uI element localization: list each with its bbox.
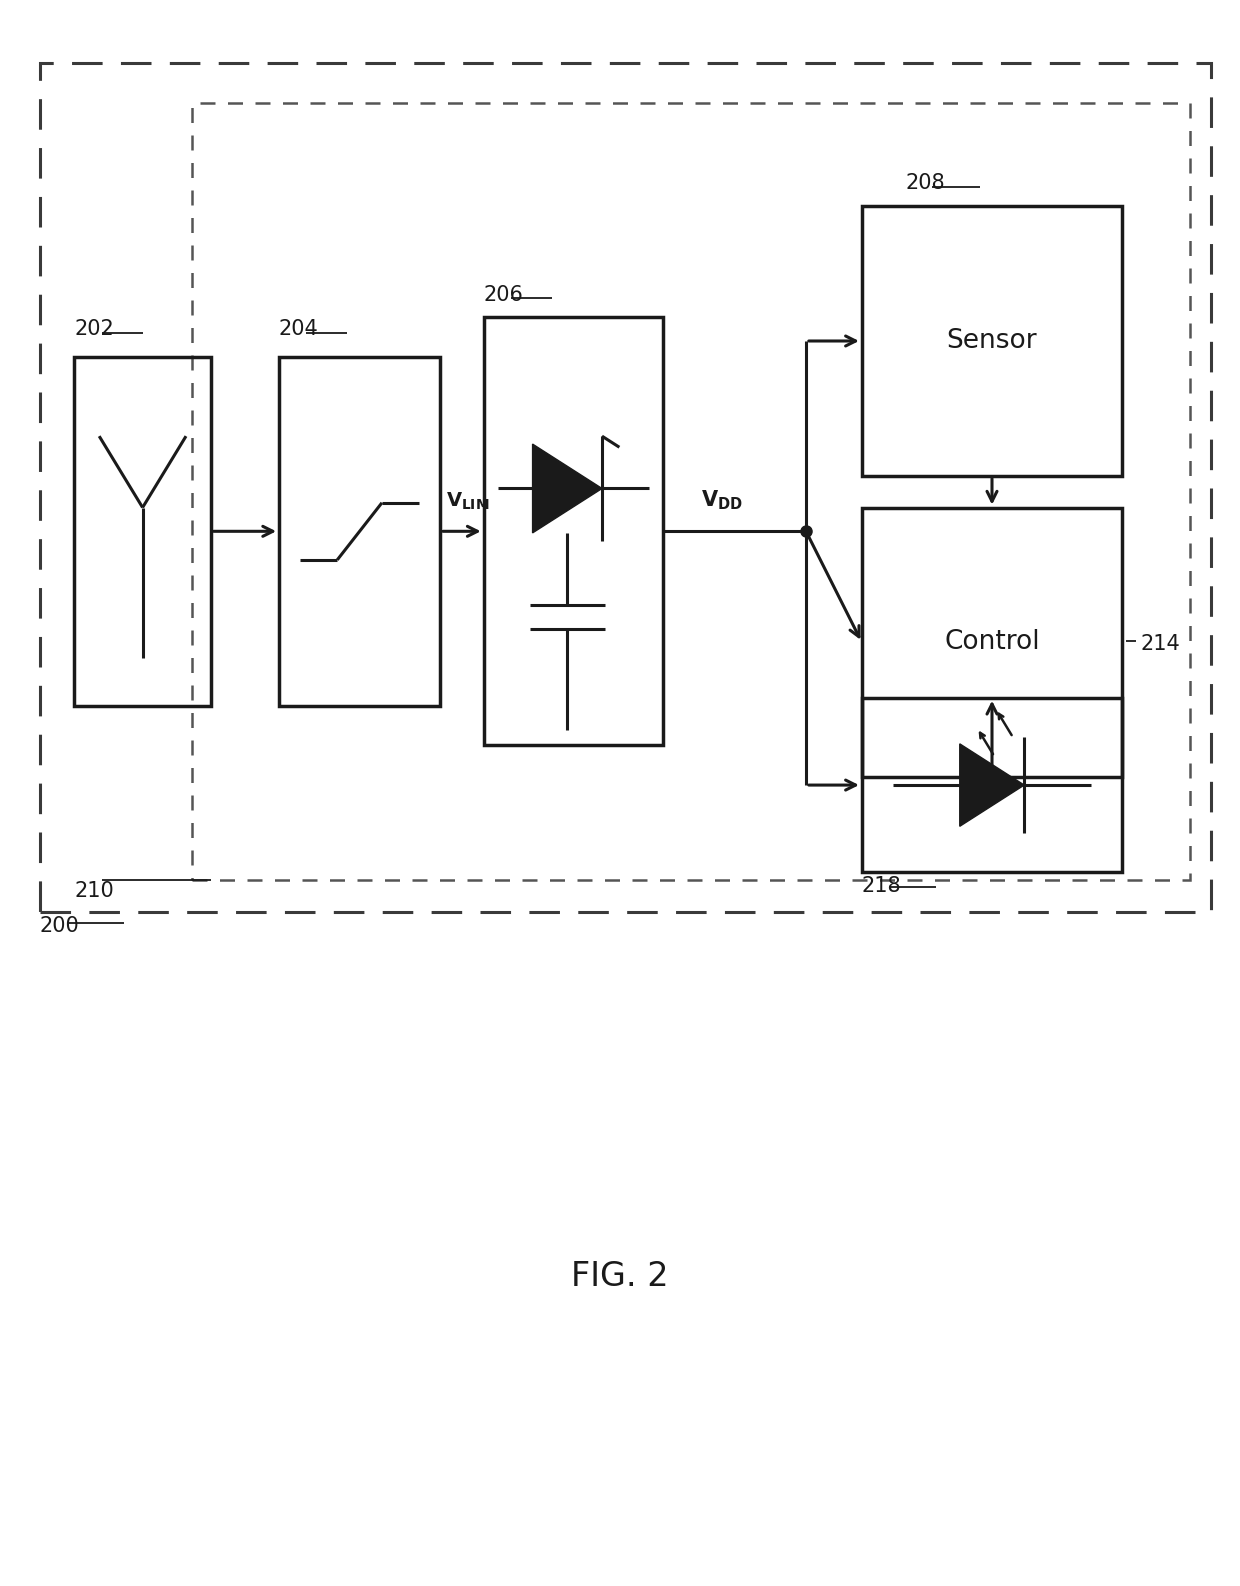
Polygon shape (960, 744, 1024, 826)
Text: 218: 218 (862, 875, 901, 896)
Text: Control: Control (944, 630, 1040, 655)
Text: 206: 206 (484, 284, 523, 305)
Text: 202: 202 (74, 319, 114, 339)
Text: 204: 204 (279, 319, 319, 339)
Text: 200: 200 (40, 915, 79, 936)
Text: 208: 208 (905, 173, 945, 193)
Text: Sensor: Sensor (946, 328, 1038, 354)
Text: FIG. 2: FIG. 2 (572, 1261, 668, 1293)
Text: 214: 214 (1141, 634, 1180, 653)
Text: $\mathbf{V_{DD}}$: $\mathbf{V_{DD}}$ (701, 488, 743, 512)
Text: $\mathbf{V_{LIM}}$: $\mathbf{V_{LIM}}$ (446, 492, 490, 512)
Text: 210: 210 (74, 880, 114, 901)
Polygon shape (533, 444, 603, 533)
